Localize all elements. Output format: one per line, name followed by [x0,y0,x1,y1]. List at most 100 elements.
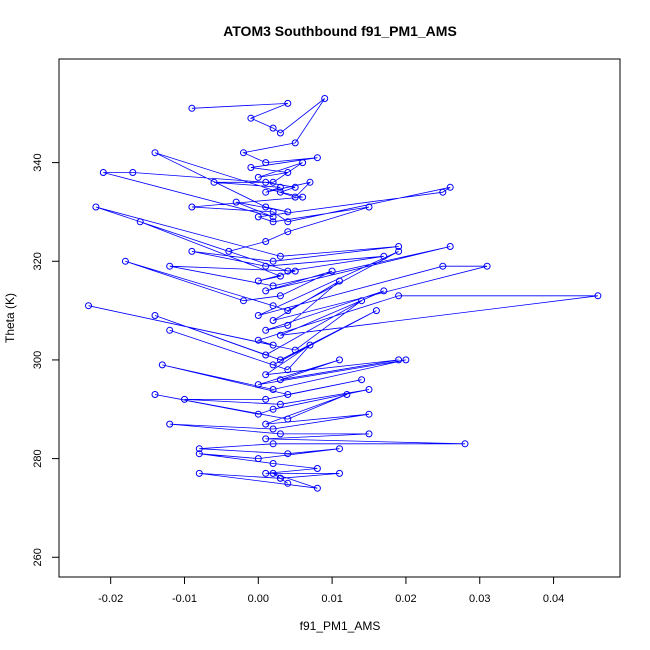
data-point [269,317,277,324]
data-point [269,124,277,132]
data-point [439,262,447,270]
data-point [225,247,233,255]
data-point [284,450,292,458]
data-point [254,336,262,344]
data-point [188,104,196,112]
y-tick-label: 300 [32,351,44,369]
data-point [395,292,403,300]
data-point [269,178,277,186]
data-point [262,351,270,359]
data-point [276,252,284,260]
data-point [284,415,292,423]
data-point [240,297,247,305]
data-point [85,302,92,310]
data-point [284,228,292,236]
data-point [446,243,454,250]
data-point [195,450,203,458]
data-point [395,243,403,250]
data-point [395,356,403,364]
data-point [269,469,277,477]
data-point [336,469,343,477]
data-point [269,361,277,369]
x-tick-label: 0.04 [543,593,564,605]
data-point [262,326,270,334]
data-point [269,405,277,413]
data-point [269,440,277,448]
data-point [262,469,270,477]
data-point [358,297,366,305]
chart-title: ATOM3 Southbound f91_PM1_AMS [223,23,457,39]
data-point [254,213,262,221]
data-point [269,282,277,290]
data-point [299,159,307,167]
x-tick-label: 0.03 [469,593,490,605]
data-point [358,376,366,384]
data-point [291,183,299,191]
plot-area [85,95,602,492]
data-point [262,395,270,403]
y-axis-label: Theta (K) [3,293,17,343]
data-point [284,169,292,176]
data-point [372,307,380,315]
data-point [483,262,491,270]
data-point [262,188,270,196]
data-point [276,129,284,137]
data-point [269,208,277,216]
data-point [210,178,218,186]
data-point [343,391,351,398]
data-point [262,435,270,443]
data-point [240,149,247,157]
data-point [380,252,388,260]
data-point [188,203,196,211]
x-tick-label: -0.02 [98,593,123,605]
data-point [136,218,144,226]
y-axis: 260 280 300 320 340 [32,153,60,566]
data-point [262,287,270,295]
data-point [181,395,188,403]
data-point [195,445,203,453]
data-point [284,321,292,329]
data-point [269,257,277,265]
data-point [291,193,299,201]
data-point [269,213,277,221]
series-line-0 [88,98,598,489]
data-point [188,247,196,255]
data-point [284,267,292,275]
data-point [380,287,388,295]
data-point [166,326,174,334]
x-axis-label: f91_PM1_AMS [300,619,381,633]
data-point [446,183,454,191]
data-point [276,331,284,339]
data-point [276,292,284,300]
x-tick-label: 0.02 [395,593,416,605]
data-point [284,99,292,107]
data-point [284,218,292,226]
data-point [151,391,159,398]
data-point [402,356,410,364]
data-point [247,114,255,122]
data-point [336,356,343,364]
data-point [269,302,277,310]
data-point [336,277,343,285]
data-point [365,386,373,393]
data-point [269,386,277,393]
data-point [306,341,314,349]
data-point [269,218,277,226]
data-point [92,203,100,211]
data-point [262,159,270,167]
y-tick-label: 260 [32,548,44,566]
data-point [291,267,299,275]
data-point [262,178,270,186]
data-point [262,371,270,379]
data-point [269,425,277,433]
data-point [284,366,292,374]
x-axis: -0.02 -0.01 0.00 0.01 0.02 0.03 0.04 [98,576,564,605]
data-point [365,410,373,418]
data-point [276,272,284,280]
data-point [166,420,174,428]
data-point [166,262,174,270]
data-point [313,154,321,162]
x-tick-label: -0.01 [172,593,197,605]
